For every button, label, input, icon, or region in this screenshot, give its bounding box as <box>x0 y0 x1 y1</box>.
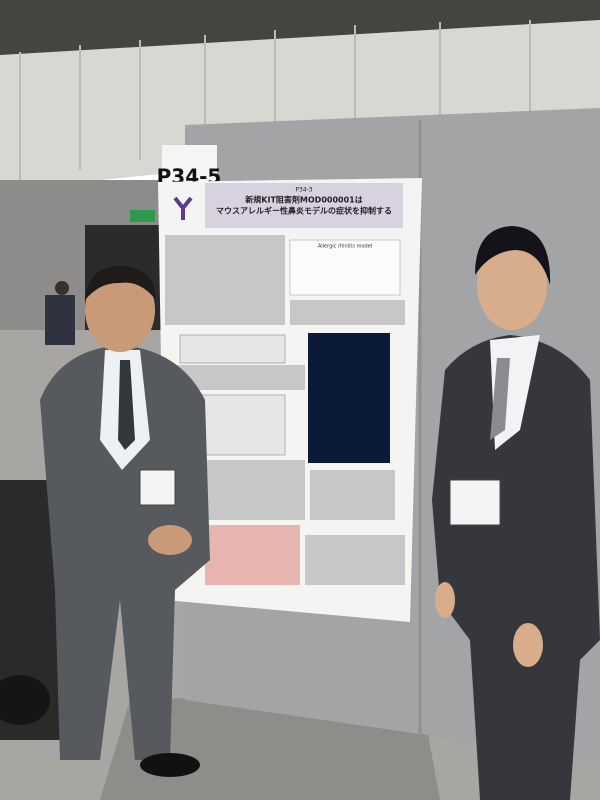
poster-microscopy <box>308 333 390 463</box>
background-person <box>45 295 75 345</box>
ceiling-beams <box>0 0 600 55</box>
right-man-hair <box>475 226 551 285</box>
left-man-hands <box>148 525 192 555</box>
poster-figure <box>289 239 401 296</box>
poster-title: 新規KIT阻害剤MOD000001は <box>245 195 362 205</box>
right-man-badge <box>449 479 501 526</box>
right-man-face <box>477 240 547 330</box>
poster-diagram <box>205 525 300 585</box>
poster-number: P34-3 <box>295 187 312 194</box>
right-man-suit <box>432 335 600 800</box>
exit-sign <box>130 210 155 222</box>
left-man-shoe <box>140 753 200 777</box>
left-man-suit <box>40 345 210 760</box>
right-man-tie <box>490 358 510 440</box>
left-man-hair <box>85 265 156 300</box>
right-man-hand <box>435 582 455 618</box>
wall <box>0 20 600 190</box>
left-man-tie <box>118 360 135 450</box>
left-man-badge <box>139 469 176 506</box>
poster-text-blocks <box>165 235 405 585</box>
background-person-head <box>55 281 69 295</box>
left-man-face <box>85 268 155 352</box>
figure-caption: Allergic rhinitis model <box>318 244 372 250</box>
poster-title-band <box>205 183 403 228</box>
wall-seams <box>19 20 531 180</box>
poster-logo <box>173 196 193 220</box>
right-man-hand <box>513 623 543 667</box>
cables <box>0 675 50 725</box>
poster-title: マウスアレルギー性鼻炎モデルの症状を抑制する <box>216 206 392 216</box>
